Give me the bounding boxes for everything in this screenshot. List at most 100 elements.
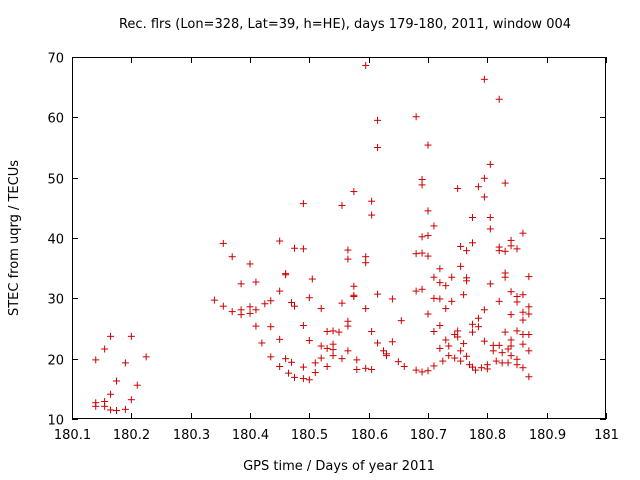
data-point [424, 232, 432, 240]
data-point [350, 188, 358, 196]
data-point [469, 239, 476, 247]
data-point [308, 275, 316, 283]
data-point [252, 306, 260, 314]
data-point [436, 295, 444, 303]
data-point [92, 356, 100, 364]
y-tick-label: 30 [47, 293, 64, 308]
data-point [430, 273, 438, 281]
data-point [338, 299, 346, 307]
data-point [267, 323, 275, 331]
data-point [282, 271, 290, 279]
data-point [323, 344, 331, 352]
data-point [457, 262, 465, 270]
data-point [353, 366, 361, 374]
data-point [127, 396, 135, 404]
data-point [498, 359, 506, 367]
data-point [498, 349, 506, 357]
data-point [412, 113, 420, 121]
data-point [107, 406, 115, 414]
data-point [430, 222, 438, 230]
data-point [519, 291, 527, 299]
data-point [463, 277, 471, 285]
data-point [477, 364, 485, 372]
data-point [480, 75, 488, 83]
data-point [504, 359, 512, 367]
data-point [501, 328, 509, 336]
data-point [142, 353, 150, 361]
plot-area [72, 57, 606, 419]
data-point [492, 357, 500, 365]
data-point [424, 207, 432, 215]
data-point [504, 345, 512, 353]
data-point [374, 144, 382, 151]
data-point [507, 311, 515, 319]
data-point [513, 361, 521, 369]
data-point [299, 375, 307, 383]
data-point [525, 347, 533, 355]
data-point [133, 381, 141, 389]
data-point [495, 247, 503, 255]
data-point [329, 346, 337, 354]
data-point [350, 293, 358, 301]
data-point [430, 328, 438, 336]
data-point [439, 357, 447, 365]
data-point [469, 213, 476, 221]
data-point [495, 95, 503, 103]
data-point [507, 336, 515, 344]
data-point [368, 197, 376, 205]
x-tick-label: 180.5 [291, 428, 328, 443]
data-point [418, 233, 426, 241]
data-point [276, 237, 284, 245]
data-point [469, 363, 476, 371]
chart-title: Rec. flrs (Lon=328, Lat=39, h=HE), days … [119, 17, 571, 32]
data-point [246, 303, 254, 311]
data-point [483, 365, 491, 373]
data-point [525, 331, 533, 339]
y-tick-label: 60 [47, 112, 64, 127]
data-point [480, 193, 488, 201]
data-point [460, 340, 468, 348]
data-point [480, 306, 488, 314]
data-point [382, 352, 390, 360]
data-point [288, 299, 296, 307]
x-tick-label: 180.1 [54, 428, 91, 443]
data-point [507, 242, 515, 250]
data-point [474, 323, 482, 331]
data-point [495, 341, 503, 349]
x-axis-label: GPS time / Days of year 2011 [243, 459, 435, 474]
data-point [507, 352, 515, 360]
data-point [368, 328, 376, 336]
data-point [442, 336, 450, 344]
data-point [436, 279, 444, 287]
data-point [362, 364, 370, 372]
y-tick-label: 40 [47, 233, 64, 248]
data-point [436, 265, 444, 273]
data-point [299, 321, 307, 329]
data-point [338, 355, 346, 363]
data-point [362, 305, 370, 313]
data-point [350, 282, 358, 290]
y-tick-label: 20 [47, 354, 64, 369]
data-point [362, 253, 370, 261]
data-point [394, 358, 402, 366]
data-point [418, 249, 426, 257]
data-point [436, 321, 444, 329]
data-point [489, 347, 497, 355]
data-point [219, 239, 227, 247]
data-point [451, 354, 459, 362]
data-point [519, 308, 527, 316]
data-point [463, 247, 471, 255]
data-point [474, 183, 482, 191]
data-point [374, 339, 382, 347]
y-tick-label: 70 [47, 52, 64, 67]
data-point [474, 314, 482, 322]
data-point [418, 285, 426, 293]
data-point [519, 364, 527, 372]
data-point [424, 310, 432, 318]
x-tick-label: 181 [594, 428, 619, 443]
data-point [237, 306, 245, 314]
data-point [246, 260, 254, 268]
data-point [388, 295, 396, 303]
y-axis: 10 20 30 40 50 60 70 [47, 52, 606, 429]
